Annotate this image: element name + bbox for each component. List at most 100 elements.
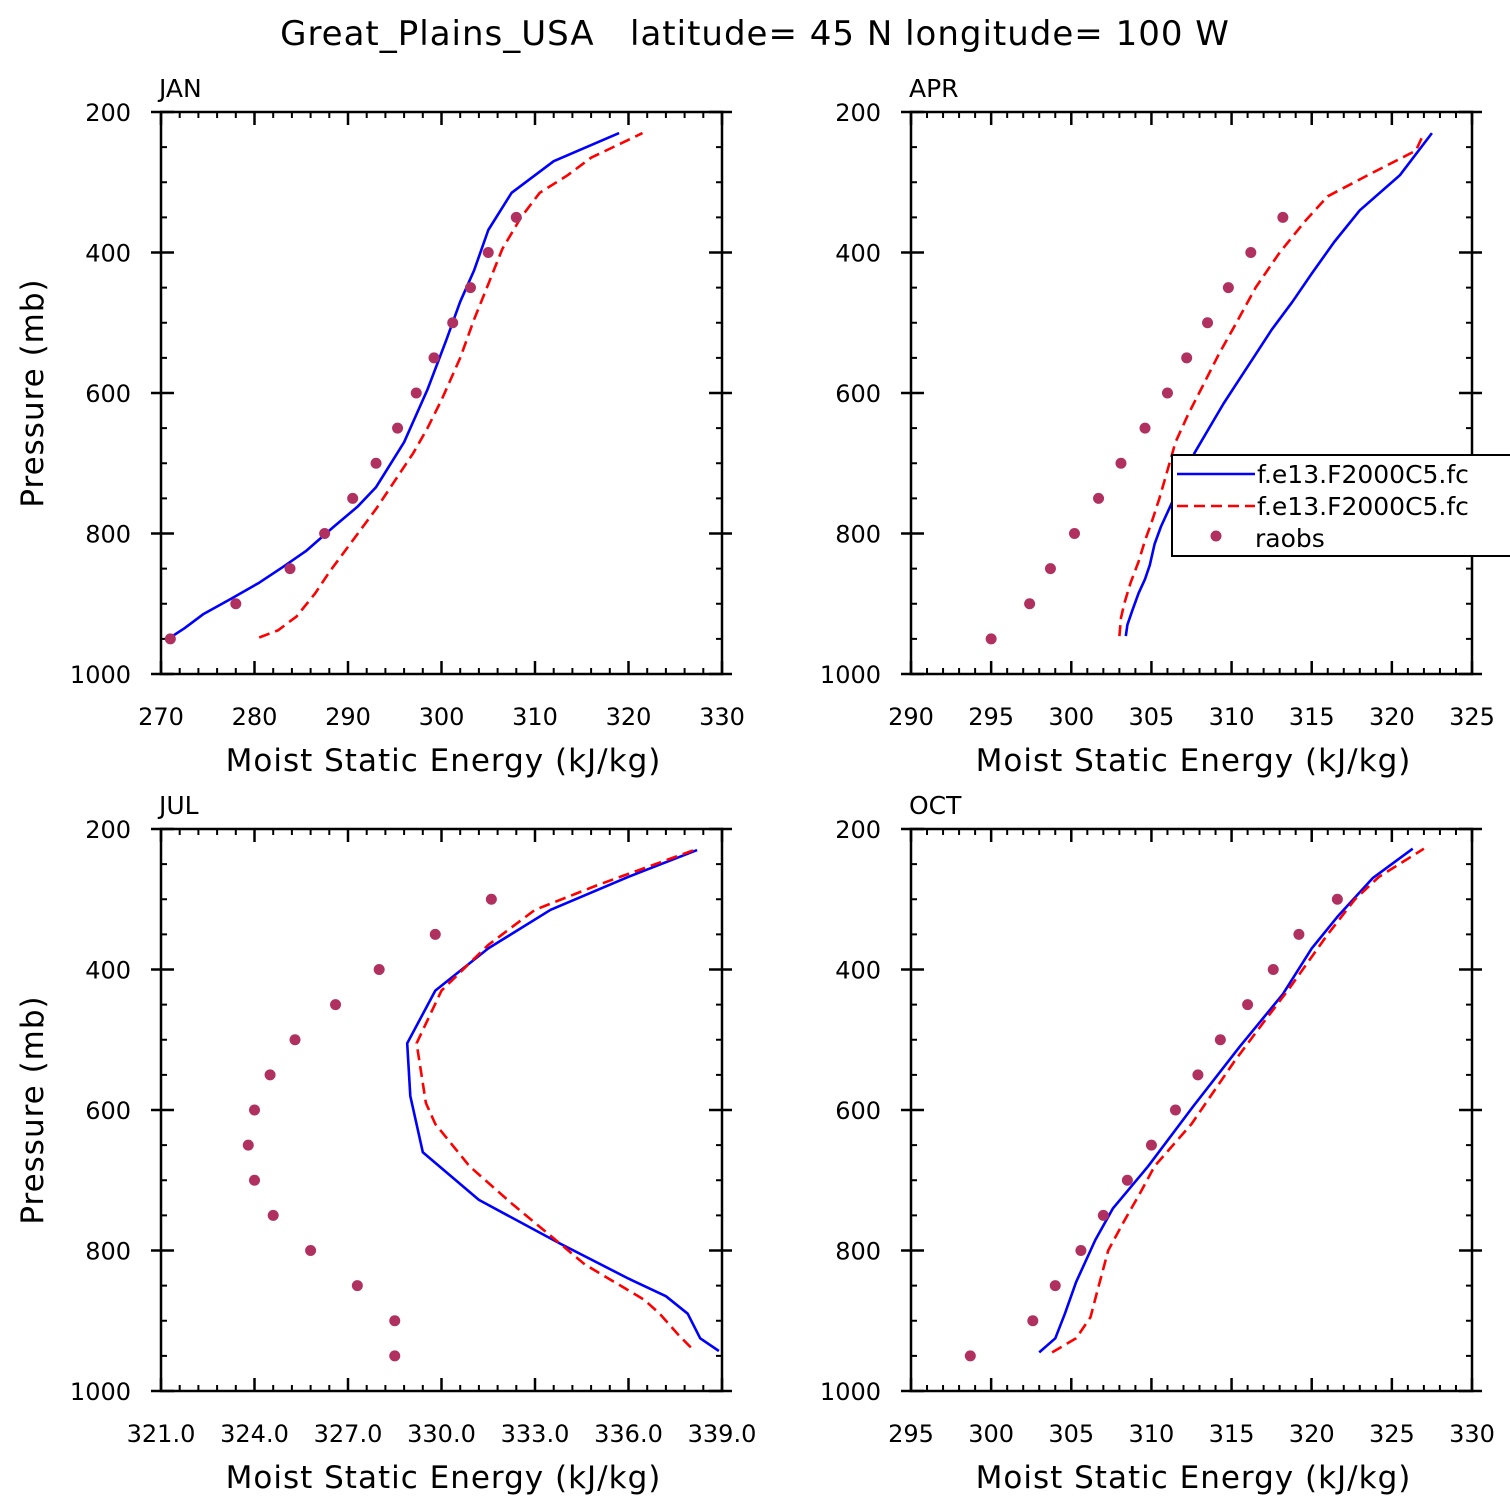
raobs-point	[1049, 1280, 1061, 1292]
raobs-point	[1267, 964, 1279, 975]
raobs-point	[985, 633, 997, 645]
raobs-point	[1202, 317, 1214, 329]
y-tick-label: 200	[85, 816, 131, 844]
y-axis-label: Pressure (mb)	[15, 278, 51, 507]
x-tick-label: 333.0	[501, 1420, 570, 1448]
panels: JAN 270 280 290 300 310 320 330 200 400 600 800 1000…	[15, 74, 1510, 1496]
raobs-point	[249, 1174, 260, 1186]
series-group	[985, 132, 1433, 645]
raobs-point	[1027, 1315, 1039, 1327]
raobs-point	[289, 1034, 301, 1046]
raobs-point	[164, 633, 176, 645]
x-tick-label: 325	[1449, 703, 1495, 731]
raobs-point	[1245, 247, 1257, 258]
raobs-point	[964, 1350, 976, 1362]
raobs-point	[1145, 1139, 1157, 1151]
raobs-point	[1293, 928, 1305, 940]
y-tick-label: 600	[85, 1097, 131, 1125]
raobs-point	[447, 317, 459, 329]
y-tick-label: 800	[85, 521, 131, 549]
series-line-dashed	[1118, 132, 1426, 637]
raobs-point	[1121, 1174, 1133, 1186]
y-tick-label: 600	[85, 380, 131, 408]
raobs-point	[464, 282, 476, 294]
plot-frame	[159, 827, 724, 1393]
series-line-solid	[405, 848, 720, 1353]
panel-apr: APR 290 295 300 305 310 315 320 325 200 400 600 800 1…	[820, 74, 1510, 779]
y-tick-label: 1000	[820, 1378, 881, 1406]
series-line-dashed	[258, 131, 644, 639]
y-axis-label: Pressure (mb)	[15, 995, 51, 1224]
raobs-point	[330, 999, 342, 1011]
x-tick-label: 324.0	[220, 1420, 289, 1448]
x-tick-label: 300	[968, 1420, 1014, 1448]
x-tick-label: 290	[325, 703, 371, 731]
y-tick-label: 400	[835, 240, 881, 268]
legend-label: f.e13.F2000C5.fc	[1257, 460, 1469, 489]
raobs-point	[410, 387, 422, 399]
raobs-point	[1214, 1034, 1226, 1046]
x-tick-label: 290	[888, 703, 934, 731]
panel-oct: OCT 295 300 305 310 315 320 325 330 200 400 600 800 1…	[820, 791, 1495, 1496]
raobs-point	[1277, 211, 1289, 223]
y-tick-label: 1000	[70, 661, 131, 689]
raobs-point	[1169, 1104, 1181, 1116]
x-axis-label: Moist Static Energy (kJ/kg)	[976, 1460, 1412, 1496]
x-tick-label: 320	[1369, 703, 1415, 731]
plot-frame	[909, 110, 1474, 676]
x-tick-label: 305	[1048, 1420, 1094, 1448]
y-tick-label: 1000	[70, 1378, 131, 1406]
x-tick-label: 310	[512, 703, 558, 731]
y-tick-label: 200	[835, 99, 881, 127]
raobs-point	[482, 247, 494, 258]
x-tick-label: 280	[232, 703, 278, 731]
series-line-solid	[1038, 847, 1414, 1354]
raobs-point	[1331, 893, 1343, 905]
series-line-dashed	[1051, 847, 1425, 1354]
x-tick-label: 305	[1129, 703, 1175, 731]
x-tick-label: 315	[1289, 703, 1335, 731]
y-tick-label: 800	[835, 521, 881, 549]
panel-jul: JUL 321.0 324.0 327.0 330.0 333.0 336.0 339.0 20…	[15, 791, 756, 1496]
panel-title: JUL	[157, 791, 199, 820]
raobs-point	[1097, 1209, 1109, 1221]
panel-title: JAN	[157, 74, 202, 103]
y-tick-label: 200	[835, 816, 881, 844]
x-axis-label: Moist Static Energy (kJ/kg)	[226, 743, 662, 779]
panel-title: OCT	[909, 791, 962, 820]
raobs-point	[370, 457, 382, 469]
x-tick-label: 310	[1129, 1420, 1175, 1448]
x-tick-label: 330.0	[407, 1420, 476, 1448]
raobs-point	[305, 1245, 317, 1256]
raobs-point	[284, 563, 296, 575]
y-tick-label: 600	[835, 380, 881, 408]
series-line-solid	[1124, 132, 1433, 637]
legend-marker	[1210, 530, 1222, 542]
raobs-point	[429, 928, 441, 940]
raobs-point	[1075, 1245, 1087, 1256]
x-tick-label: 320	[1289, 1420, 1335, 1448]
series-group	[242, 848, 720, 1362]
x-tick-label: 339.0	[688, 1420, 757, 1448]
x-tick-label: 336.0	[594, 1420, 663, 1448]
x-tick-label: 327.0	[314, 1420, 383, 1448]
raobs-point	[1242, 999, 1254, 1011]
raobs-point	[319, 528, 331, 539]
panel-jan: JAN 270 280 290 300 310 320 330 200 400 600 800 1000…	[15, 74, 745, 779]
raobs-point	[230, 598, 242, 610]
x-tick-label: 330	[699, 703, 745, 731]
raobs-point	[1024, 598, 1036, 610]
y-tick-label: 200	[85, 99, 131, 127]
raobs-point	[1222, 282, 1234, 294]
y-tick-label: 400	[85, 957, 131, 985]
raobs-point	[1161, 387, 1173, 399]
legend-label: f.e13.F2000C5.fc	[1257, 492, 1469, 521]
raobs-point	[1192, 1069, 1204, 1081]
raobs-point	[267, 1209, 279, 1221]
raobs-point	[389, 1350, 401, 1362]
raobs-point	[249, 1104, 260, 1116]
x-tick-label: 300	[1048, 703, 1094, 731]
raobs-point	[351, 1280, 363, 1292]
panel-title: APR	[909, 74, 959, 103]
